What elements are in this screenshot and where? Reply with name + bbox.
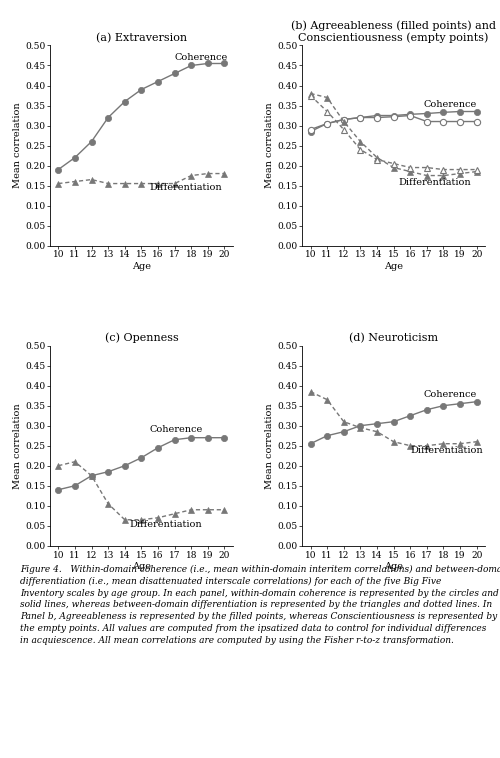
Text: Differentiation: Differentiation (130, 519, 202, 528)
Y-axis label: Mean correlation: Mean correlation (13, 403, 22, 488)
X-axis label: Age: Age (384, 262, 403, 271)
Text: Differentiation: Differentiation (410, 446, 483, 455)
Text: Differentiation: Differentiation (150, 183, 222, 193)
Y-axis label: Mean correlation: Mean correlation (13, 103, 22, 188)
X-axis label: Age: Age (132, 262, 151, 271)
Y-axis label: Mean correlation: Mean correlation (266, 403, 274, 488)
Text: Coherence: Coherence (424, 390, 477, 399)
Text: Coherence: Coherence (174, 53, 228, 62)
X-axis label: Age: Age (384, 562, 403, 572)
Title: (d) Neuroticism: (d) Neuroticism (349, 334, 438, 343)
X-axis label: Age: Age (132, 562, 151, 572)
Title: (c) Openness: (c) Openness (104, 333, 178, 343)
Title: (a) Extraversion: (a) Extraversion (96, 33, 187, 43)
Y-axis label: Mean correlation: Mean correlation (266, 103, 274, 188)
Text: Coherence: Coherence (150, 425, 203, 434)
Text: Figure 4.   Within-domain coherence (i.e., mean within-domain interitem correlat: Figure 4. Within-domain coherence (i.e.,… (20, 565, 500, 645)
Title: (b) Agreeableness (filled points) and
Conscientiousness (empty points): (b) Agreeableness (filled points) and Co… (291, 20, 496, 43)
Text: Coherence: Coherence (424, 100, 477, 109)
Text: Differentiation: Differentiation (398, 178, 471, 186)
